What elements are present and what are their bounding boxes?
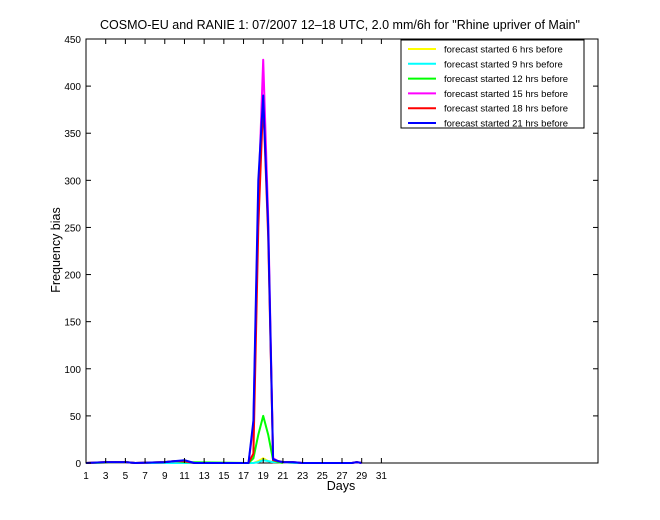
legend-label-4: forecast started 15 hrs before	[444, 89, 568, 100]
x-tick-label: 3	[103, 471, 109, 482]
y-tick-label: 300	[64, 176, 81, 187]
series-layer	[85, 58, 362, 464]
y-axis-ticks: 0 50 100 150 200 250 300 350 400 450	[64, 35, 598, 470]
legend-label-1: forecast started 6 hrs before	[444, 45, 563, 56]
y-tick-label: 450	[64, 35, 81, 46]
x-tick-label: 5	[123, 471, 129, 482]
y-tick-label: 0	[75, 459, 81, 470]
y-tick-label: 250	[64, 223, 81, 234]
x-tick-label: 23	[297, 471, 309, 482]
x-axis-label: Days	[327, 479, 355, 493]
y-tick-label: 200	[64, 271, 81, 282]
y-tick-label: 100	[64, 365, 81, 376]
x-axis-ticks: 1 3 5 7 9 11 13 15 17 19 21 23 25 27 29 31	[83, 39, 387, 482]
x-tick-label: 13	[199, 471, 211, 482]
y-tick-label: 150	[64, 318, 81, 329]
x-tick-label: 15	[218, 471, 230, 482]
y-axis-label: Frequency bias	[49, 207, 63, 292]
legend: forecast started 6 hrs before forecast st…	[400, 39, 585, 130]
x-tick-label: 27	[336, 471, 348, 482]
x-tick-label: 25	[317, 471, 329, 482]
legend-label-6: forecast started 21 hrs before	[444, 119, 568, 130]
legend-items: forecast started 6 hrs before forecast st…	[408, 45, 568, 130]
y-tick-label: 350	[64, 129, 81, 140]
legend-label-2: forecast started 9 hrs before	[444, 59, 563, 70]
x-tick-label: 7	[142, 471, 148, 482]
legend-label-5: forecast started 18 hrs before	[444, 104, 568, 115]
x-tick-label: 17	[238, 471, 250, 482]
x-tick-label: 19	[258, 471, 270, 482]
legend-label-3: forecast started 12 hrs before	[444, 74, 568, 85]
x-tick-label: 31	[376, 471, 388, 482]
x-tick-label: 29	[356, 471, 368, 482]
chart-title: COSMO-EU and RANIE 1: 07/2007 12–18 UTC,…	[100, 18, 580, 32]
x-tick-label: 9	[162, 471, 168, 482]
x-tick-label: 11	[179, 471, 190, 482]
x-tick-label: 1	[83, 471, 89, 482]
y-tick-label: 50	[70, 412, 82, 423]
legend-box	[400, 39, 585, 129]
series-line-6	[85, 94, 362, 464]
x-tick-label: 21	[277, 471, 289, 482]
y-tick-label: 400	[64, 82, 81, 93]
